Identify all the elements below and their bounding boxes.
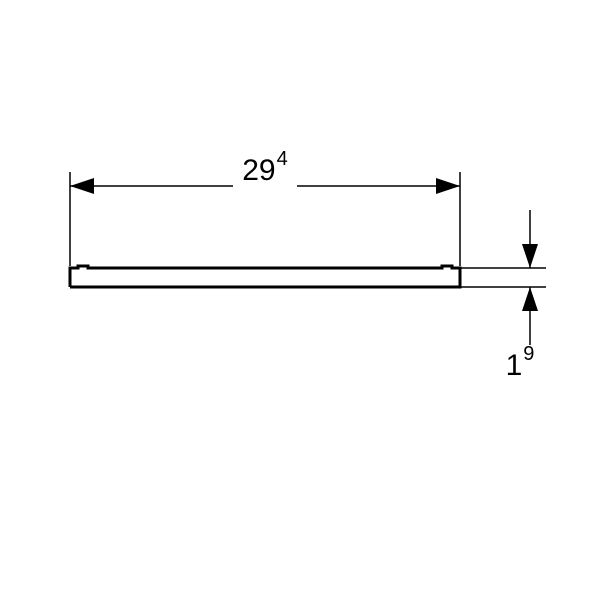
- part-outline: [70, 266, 460, 287]
- technical-drawing: 294 19: [0, 0, 600, 600]
- arrow-h-left: [70, 178, 94, 194]
- arrow-h-right: [436, 178, 460, 194]
- dim-v-label: 19: [506, 343, 535, 382]
- arrow-v-top: [522, 244, 538, 268]
- dim-h-label: 294: [242, 148, 288, 187]
- arrow-v-bot: [522, 287, 538, 311]
